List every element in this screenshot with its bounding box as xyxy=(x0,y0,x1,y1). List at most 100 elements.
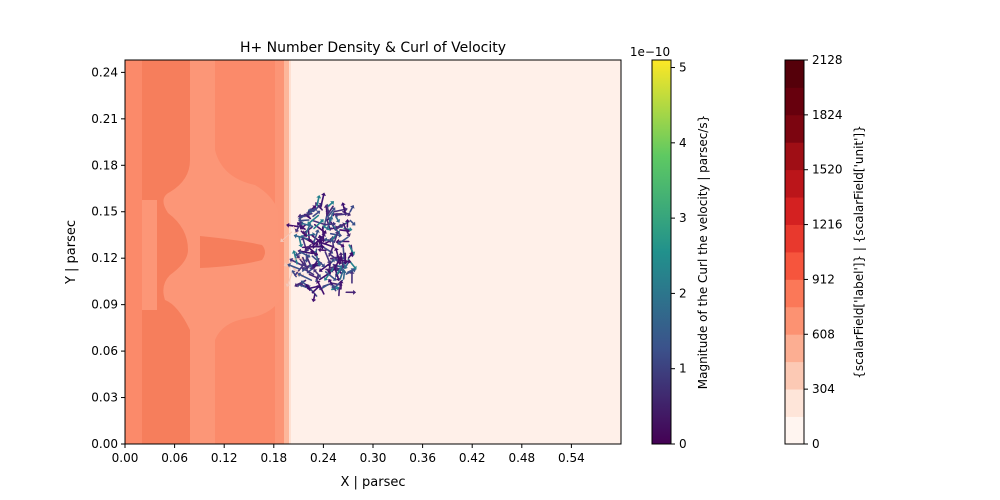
y-tick-label: 0.21 xyxy=(91,112,118,126)
curl-vector xyxy=(302,222,314,228)
curl-vector-head xyxy=(344,219,350,223)
curl-vector-head xyxy=(352,265,357,270)
density-level xyxy=(785,197,804,225)
curl-vector-head xyxy=(314,251,319,257)
curl-colorbar-label: Magnitude of the Curl the velocity | par… xyxy=(696,115,710,390)
curl-vector xyxy=(299,273,313,281)
curl-vector-head xyxy=(335,218,341,223)
curl-vector-head xyxy=(326,260,332,264)
curl-vector-head xyxy=(306,285,311,291)
density-level xyxy=(785,361,804,390)
curl-vector xyxy=(318,272,330,281)
curl-vector xyxy=(310,208,318,211)
x-tick-label: 0.48 xyxy=(508,451,535,465)
curl-vector-head xyxy=(298,213,302,219)
curl-vector-head xyxy=(350,251,356,256)
density-colorbar-label: {scalarField['label']} | {scalarField['u… xyxy=(852,125,866,378)
curl-vector-head xyxy=(343,263,347,269)
curl-vector xyxy=(288,224,299,228)
curl-vector xyxy=(319,194,325,209)
curl-vector-head xyxy=(291,270,296,275)
x-tick-label: 0.24 xyxy=(310,451,337,465)
curl-vector-head xyxy=(300,236,306,241)
curl-vector-head xyxy=(332,276,337,281)
curl-vector-head xyxy=(319,219,324,224)
curl-vector-head xyxy=(328,278,333,283)
curl-vector-head xyxy=(340,202,346,206)
curl-vector-head xyxy=(298,218,302,224)
curl-vector-head xyxy=(337,261,343,266)
curl-vector-head xyxy=(308,264,313,269)
curl-vector xyxy=(316,203,323,211)
curl-vector xyxy=(311,255,318,262)
curl-vector xyxy=(333,232,338,243)
y-tick-label: 0.18 xyxy=(91,158,118,172)
curl-vector-head xyxy=(285,283,291,288)
curl-vector-head xyxy=(349,226,353,232)
curl-vector xyxy=(298,284,309,289)
curl-vector-head xyxy=(350,204,355,209)
curl-vector-head xyxy=(327,271,332,276)
curl-vector xyxy=(293,252,298,265)
curl-vector-head xyxy=(316,194,322,199)
curl-vector xyxy=(338,259,350,263)
curl-vector-head xyxy=(338,280,344,284)
curl-vector xyxy=(308,273,318,279)
curl-vector xyxy=(325,206,328,214)
curl-vector-head xyxy=(305,283,310,288)
density-level xyxy=(785,142,804,171)
curl-vector-head xyxy=(294,228,300,233)
curl-vector-head xyxy=(323,237,328,243)
curl-vector xyxy=(349,219,355,225)
curl-vector-head xyxy=(316,280,321,284)
curl-tick-label: 2 xyxy=(679,286,687,300)
density-level xyxy=(785,169,804,198)
curl-vector-head xyxy=(330,244,335,249)
curl-vector xyxy=(308,285,318,290)
curl-vector xyxy=(327,205,334,215)
y-axis-label: Y | parsec xyxy=(64,220,79,285)
curl-vector-head xyxy=(293,233,298,239)
curl-vector xyxy=(325,238,335,243)
curl-vector-head xyxy=(314,229,320,233)
curl-vector xyxy=(342,204,347,216)
curl-vector-head xyxy=(301,263,305,267)
curl-vector xyxy=(310,250,317,255)
curl-vector xyxy=(311,286,319,294)
curl-vector xyxy=(343,224,350,236)
x-tick-label: 0.54 xyxy=(558,451,585,465)
curl-colorbar-ticks: 0 1 2 3 4 5 xyxy=(671,61,687,451)
curl-vector xyxy=(335,225,342,231)
curl-vector-head xyxy=(353,289,357,295)
y-axis: 0.00 0.03 0.06 0.09 0.12 0.15 0.18 0.21 0.24 xyxy=(91,65,125,451)
density-tick-label: 912 xyxy=(812,272,835,286)
density-colorbar-frame xyxy=(784,59,805,445)
curl-vector-head xyxy=(347,259,352,264)
density-level xyxy=(785,60,804,88)
curl-vector-head xyxy=(298,244,304,248)
density-tick-label: 1824 xyxy=(812,108,843,122)
curl-vector xyxy=(308,238,318,245)
curl-vector-head xyxy=(289,258,294,263)
density-colorbar xyxy=(785,60,804,445)
chart-title: H+ Number Density & Curl of Velocity xyxy=(240,40,506,56)
curl-vector-head xyxy=(350,268,355,273)
curl-vector xyxy=(348,244,354,254)
curl-vector xyxy=(308,247,317,254)
curl-vector xyxy=(335,215,339,221)
curl-vector-head xyxy=(322,229,327,234)
curl-vector-head xyxy=(330,201,335,205)
y-tick-label: 0.15 xyxy=(91,205,118,219)
curl-vector xyxy=(336,212,351,216)
curl-vector-head xyxy=(283,262,288,267)
density-level xyxy=(785,279,804,308)
curl-tick-label: 1 xyxy=(679,362,687,376)
curl-vector xyxy=(347,253,352,259)
density-level xyxy=(785,114,804,143)
curl-vector xyxy=(324,223,334,226)
density-level xyxy=(785,389,804,417)
curl-vector-head xyxy=(324,276,329,281)
curl-vector-head xyxy=(337,240,342,245)
x-axis-label: X | parsec xyxy=(340,475,405,490)
